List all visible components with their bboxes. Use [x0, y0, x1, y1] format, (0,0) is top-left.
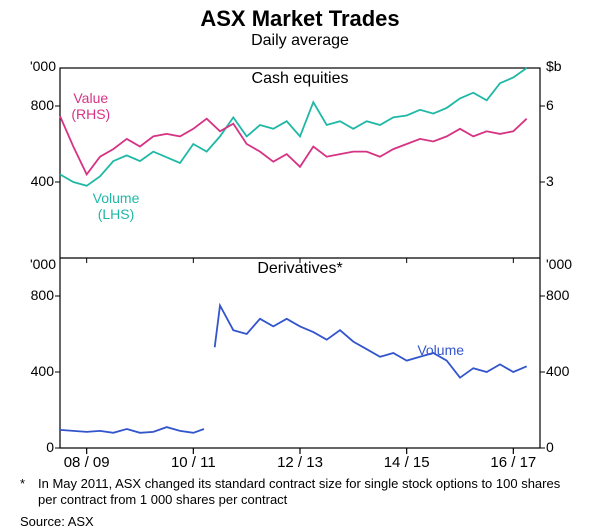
- y-tick-label: 6: [546, 97, 554, 113]
- series-label-value: Value(RHS): [71, 90, 110, 122]
- x-tick-label: 14 / 15: [372, 454, 442, 471]
- x-tick-label: 10 / 11: [158, 454, 228, 471]
- x-tick-label: 12 / 13: [265, 454, 335, 471]
- y-tick-label: 3: [546, 173, 554, 189]
- axis-unit: '000: [16, 256, 56, 272]
- axis-unit: '000: [16, 58, 56, 74]
- y-tick-label: 800: [546, 287, 569, 303]
- panel-title-bottom: Derivatives*: [60, 260, 540, 278]
- y-tick-label: 0: [18, 439, 54, 455]
- y-tick-label: 400: [18, 363, 54, 379]
- source-line: Source: ASX: [20, 514, 94, 529]
- x-tick-label: 16 / 17: [478, 454, 548, 471]
- x-tick-label: 08 / 09: [52, 454, 122, 471]
- y-tick-label: 800: [18, 97, 54, 113]
- y-tick-label: 400: [18, 173, 54, 189]
- panel-title-top: Cash equities: [60, 70, 540, 88]
- series-label-volume-bottom: Volume: [417, 342, 464, 358]
- series-label-volume-top: Volume(LHS): [93, 190, 140, 222]
- footnote: *In May 2011, ASX changed its standard c…: [38, 476, 578, 508]
- y-tick-label: 0: [546, 439, 554, 455]
- y-tick-label: 800: [18, 287, 54, 303]
- axis-unit: $b: [546, 58, 562, 74]
- axis-unit: '000: [546, 256, 572, 272]
- y-tick-label: 400: [546, 363, 569, 379]
